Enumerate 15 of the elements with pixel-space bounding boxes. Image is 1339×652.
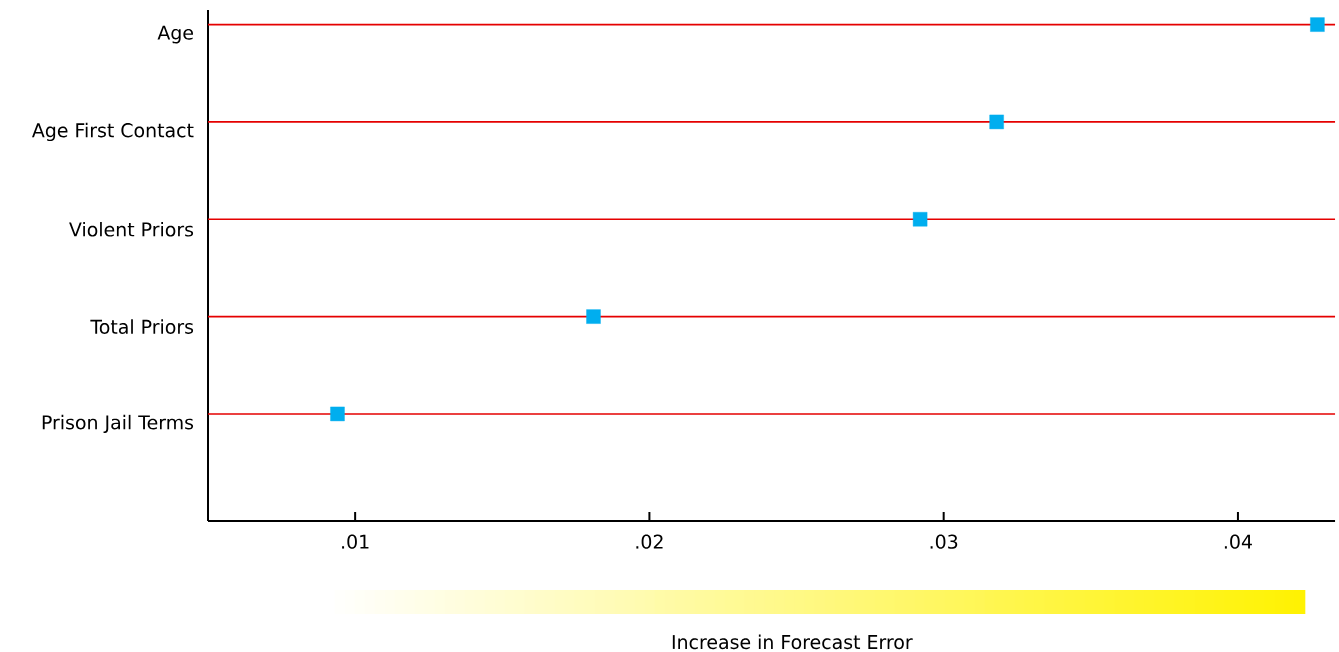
- y-tick-label: Violent Priors: [69, 221, 194, 237]
- x-tick-label: .04: [1224, 534, 1252, 549]
- x-tick-label: .02: [636, 534, 663, 549]
- y-tick-label: Prison Jail Terms: [42, 414, 194, 433]
- y-tick-label: Total Priors: [90, 319, 194, 334]
- point: [586, 309, 601, 324]
- point: [989, 114, 1004, 129]
- y-tick-label: Age: [157, 25, 193, 44]
- x-tick-label: .01: [342, 534, 369, 549]
- x-axis-title: Increase in Forecast Error: [672, 634, 913, 649]
- point: [1310, 17, 1325, 32]
- point: [330, 406, 345, 421]
- point: [912, 211, 928, 227]
- x-tick-label: .03: [930, 534, 958, 549]
- y-tick-label: Age First Contact: [32, 122, 194, 141]
